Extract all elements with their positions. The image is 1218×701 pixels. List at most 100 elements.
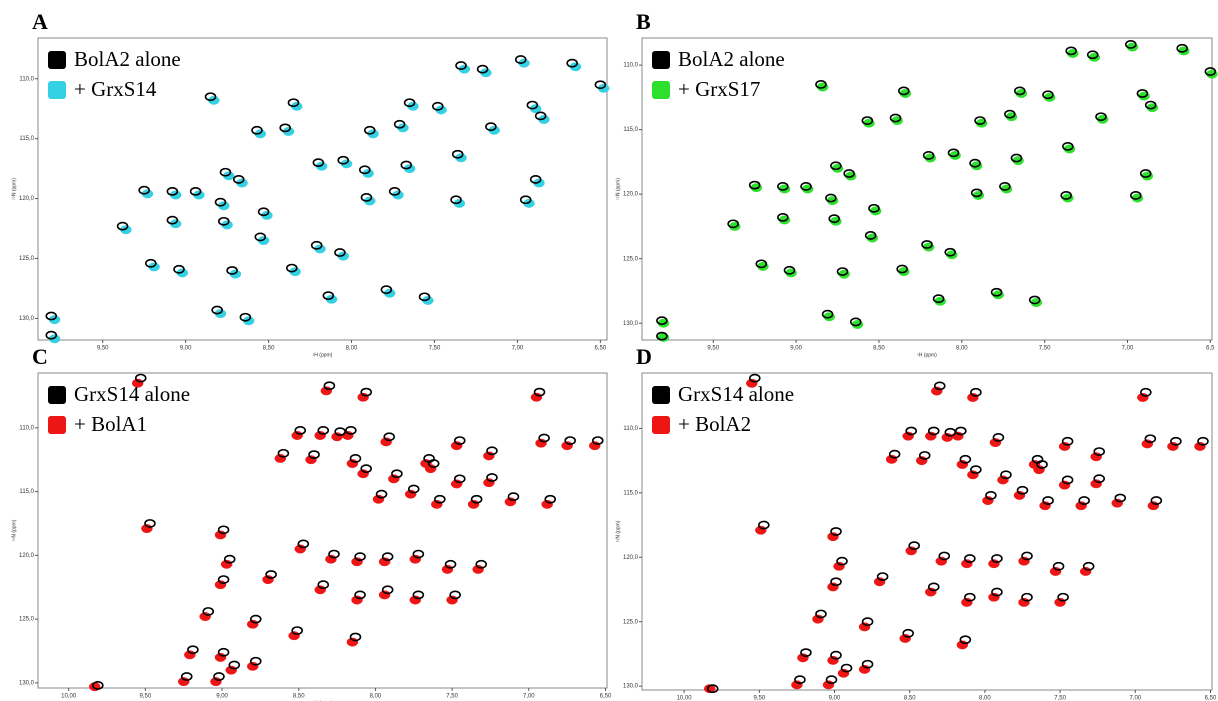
peak: [1000, 470, 1012, 480]
peak: [959, 635, 972, 645]
y-tick-label: 130,0: [623, 321, 639, 327]
peak: [322, 291, 335, 301]
peak: [830, 650, 842, 660]
peak: [217, 575, 230, 584]
peak: [830, 161, 842, 171]
y-tick-label: 110,0: [19, 76, 34, 82]
y-tick-label: 125,0: [19, 256, 35, 262]
peak: [564, 436, 576, 445]
x-tick-label: 7,00: [1129, 696, 1141, 701]
peak: [1016, 485, 1029, 495]
peak: [444, 559, 457, 569]
y-tick-label: 110,0: [623, 426, 638, 432]
peak: [337, 155, 350, 165]
peak: [486, 446, 498, 456]
peak: [843, 169, 855, 178]
peak: [1010, 153, 1023, 163]
panel-label: D: [636, 344, 652, 369]
peak: [334, 248, 346, 257]
peak: [359, 165, 371, 175]
panel: B 9,50 9,00 8,50 8,00 7,50 7,00 6,5 110,0 115,0 12…: [615, 9, 1218, 358]
peak: [969, 158, 981, 168]
peak: [249, 656, 262, 666]
peak: [211, 305, 223, 315]
y-tick-label: 120,0: [623, 192, 639, 198]
peak: [1144, 100, 1157, 110]
x-tick-label: 7,50: [1054, 696, 1066, 701]
legend-label: GrxS14 alone: [74, 382, 190, 406]
peak: [412, 590, 425, 600]
peak: [908, 541, 921, 551]
peak: [507, 492, 520, 502]
peak: [905, 426, 918, 436]
x-tick-label: 9,50: [753, 696, 765, 701]
peak: [1013, 86, 1026, 96]
peak: [204, 92, 217, 102]
peak: [407, 484, 420, 494]
peak: [219, 167, 232, 177]
peak: [970, 465, 982, 475]
peak: [902, 628, 915, 638]
peak: [485, 122, 497, 132]
peak: [918, 451, 931, 460]
peak: [166, 215, 179, 225]
peak: [202, 607, 215, 616]
peak: [800, 648, 812, 658]
x-axis-label: ¹H (ppm): [917, 352, 937, 358]
plot-frame: [641, 372, 1213, 691]
peak: [434, 494, 446, 504]
peak: [970, 387, 982, 397]
peak: [1052, 561, 1065, 571]
peak: [455, 61, 467, 70]
peak: [921, 240, 933, 249]
x-tick-label: 8,00: [346, 346, 358, 352]
x-tick-label: 9,00: [180, 346, 192, 352]
peak: [794, 675, 806, 685]
peak: [825, 675, 838, 685]
peak: [836, 267, 849, 276]
x-tick-label: 6,50: [600, 694, 612, 700]
peak: [594, 80, 607, 90]
peak: [453, 436, 466, 445]
peak: [279, 123, 291, 133]
plot-frame: [37, 372, 608, 689]
peak: [800, 182, 812, 191]
legend-label: GrxS14 alone: [678, 382, 794, 406]
y-tick-label: 120,0: [19, 196, 35, 202]
peak: [486, 473, 498, 482]
peak: [526, 100, 539, 110]
peak: [825, 193, 837, 203]
peak: [116, 221, 129, 231]
peak: [947, 148, 960, 158]
peak: [239, 312, 252, 322]
peak: [1114, 493, 1127, 503]
peak: [1093, 474, 1106, 484]
peak: [821, 309, 834, 319]
peak: [476, 64, 489, 74]
peak: [1060, 191, 1072, 200]
peak: [360, 464, 373, 474]
peak: [959, 454, 972, 464]
peak: [944, 247, 956, 257]
y-axis-label: ¹⁵N (ppm): [615, 178, 621, 200]
peak: [703, 684, 716, 694]
peak: [1004, 109, 1016, 119]
peak: [349, 632, 362, 642]
peak: [145, 258, 157, 268]
peak: [1139, 169, 1152, 178]
x-tick-label: 8,50: [904, 696, 916, 701]
peak: [889, 113, 902, 123]
peak: [391, 469, 403, 479]
peak: [758, 520, 770, 530]
peak: [970, 188, 983, 198]
peak: [297, 539, 310, 549]
legend-swatch: [652, 51, 670, 69]
peak: [514, 55, 527, 64]
plot-frame: [641, 37, 1213, 341]
peak: [828, 214, 841, 224]
peak: [349, 454, 362, 463]
peak: [265, 570, 277, 579]
peak: [312, 158, 325, 168]
peak: [381, 552, 394, 562]
panel-label: C: [32, 344, 48, 369]
